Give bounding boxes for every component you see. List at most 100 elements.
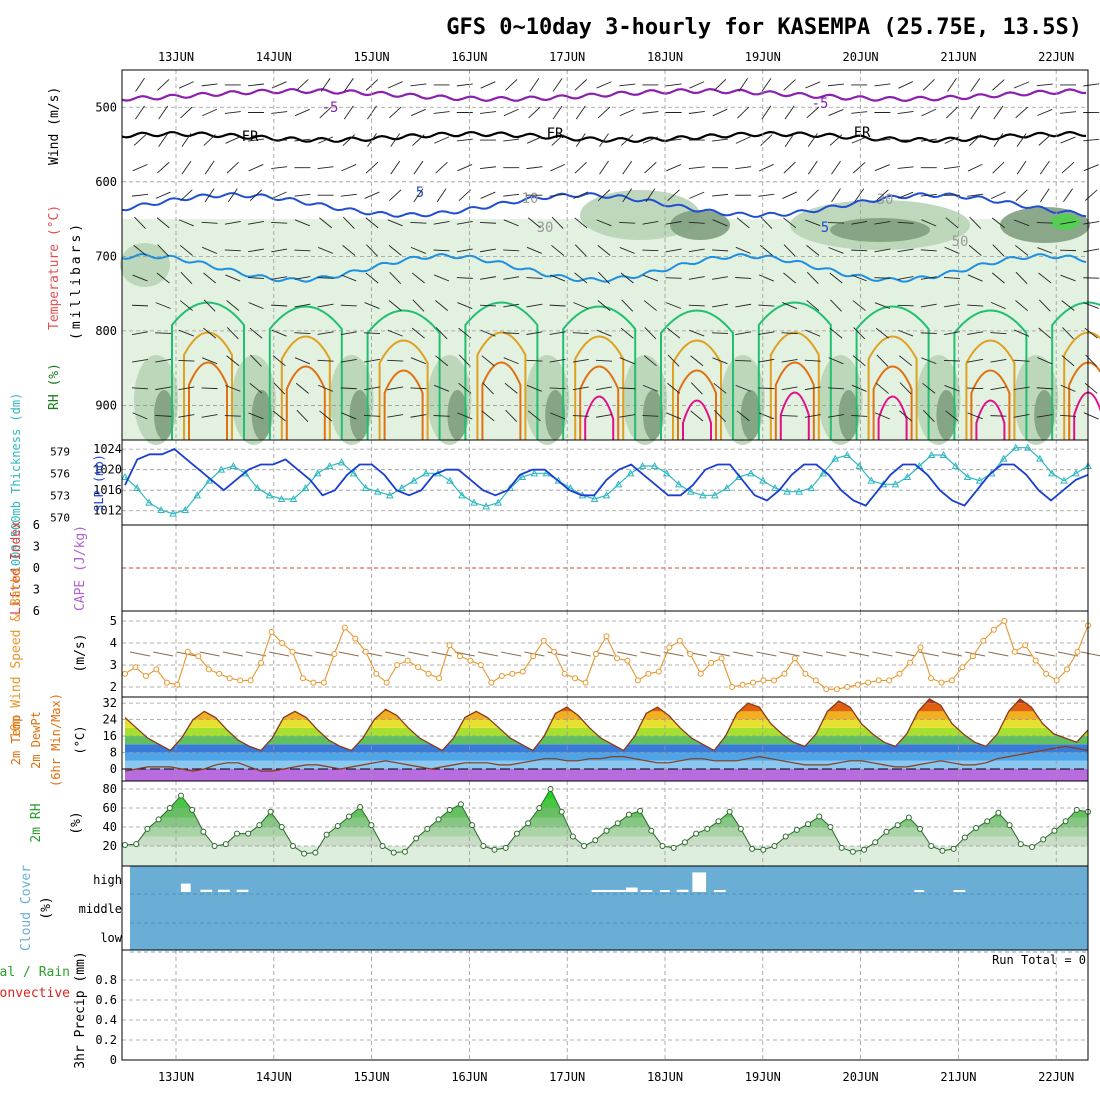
upper-wind-barb <box>968 164 982 171</box>
wind-ytick-label: 3 <box>110 658 117 672</box>
wind10-point <box>656 669 661 674</box>
upper-wind-barb <box>994 106 1003 119</box>
cloud-high-bar <box>692 872 706 892</box>
top-day-label: 21JUN <box>940 50 976 64</box>
rh2m-point <box>346 814 351 819</box>
rh-ytick-label: 80 <box>103 782 117 796</box>
surface-wind-barb <box>385 652 405 656</box>
upper-wind-barb <box>712 139 728 141</box>
upper-wind-barb <box>157 79 169 90</box>
upper-wind-barb <box>1014 82 1029 88</box>
upper-wind-barb <box>689 192 704 198</box>
rh2m-point <box>884 829 889 834</box>
upper-wind-barb <box>437 189 446 202</box>
cloud-background <box>130 866 1088 950</box>
rh-shade-blob <box>830 218 930 242</box>
upper-wind-barb <box>576 106 585 119</box>
upper-wind-barb <box>598 107 610 118</box>
wind10-point <box>489 680 494 685</box>
upper-wind-barb <box>550 164 565 171</box>
upper-wind-barb <box>133 165 148 171</box>
rh2m-point <box>425 826 430 831</box>
wind10-point <box>866 680 871 685</box>
upper-wind-barb <box>526 167 542 169</box>
rh-band <box>122 799 1088 809</box>
upper-wind-barb <box>874 84 890 86</box>
upper-wind-barb <box>1016 107 1028 118</box>
rh2m-point <box>638 808 643 813</box>
temp-ytick-label: 8 <box>110 746 117 760</box>
ua-ylabel-wind: Wind (m/s) <box>47 87 62 165</box>
upper-wind-barb <box>807 190 819 201</box>
upper-wind-barb <box>1061 137 1076 143</box>
upper-wind-barb <box>853 162 865 173</box>
wind10-point <box>164 680 169 685</box>
temp-band <box>122 687 1088 703</box>
upper-wind-barb <box>967 388 983 389</box>
rh2m-point <box>470 823 475 828</box>
upper-wind-barb <box>527 137 542 144</box>
rh2m-point <box>548 787 553 792</box>
upper-wind-barb <box>202 109 217 116</box>
temp-ylabel-1: 2m Temp <box>9 715 23 766</box>
wind10-point <box>321 680 326 685</box>
upper-wind-barb <box>923 79 934 90</box>
rh-ylabel: 2m RH <box>29 803 44 842</box>
upper-wind-barb <box>971 106 980 119</box>
wind10-point <box>133 665 138 670</box>
wind10-point <box>887 678 892 683</box>
rh2m-point <box>402 849 407 854</box>
upper-wind-barb <box>922 109 937 116</box>
rh2m-point <box>660 844 665 849</box>
bottom-day-label: 21JUN <box>940 1070 976 1084</box>
rh2m-point <box>974 825 979 830</box>
surface-wind-barb <box>339 652 359 656</box>
precip-ytick-label: 0.6 <box>95 993 117 1007</box>
thickness-ytick-label: 576 <box>50 467 70 480</box>
wind10-point <box>1012 649 1017 654</box>
cloud-unit-label: (%) <box>39 896 54 919</box>
upper-wind-barb <box>666 165 681 171</box>
wind10-point <box>541 638 546 643</box>
rh2m-point <box>156 817 161 822</box>
wind10-point <box>803 671 808 676</box>
wind10-point <box>583 680 588 685</box>
top-day-label: 17JUN <box>549 50 585 64</box>
cloud-high-bar <box>626 888 638 892</box>
slp-ylabel: SLP (mb) <box>92 454 106 512</box>
rh2m-point <box>145 826 150 831</box>
temp-ytick-label: 24 <box>103 713 117 727</box>
upper-wind-barb <box>644 162 656 173</box>
li-ytick-label: 3 <box>33 583 40 597</box>
surface-wind-barb <box>571 652 591 656</box>
cloud-high-bar <box>237 890 249 892</box>
li-ytick-label: 0 <box>33 561 40 575</box>
wind10-point <box>751 680 756 685</box>
upper-wind-barb <box>1063 189 1072 202</box>
rh2m-point <box>582 844 587 849</box>
rh2m-point <box>178 793 183 798</box>
surface-wind-barb <box>849 652 869 656</box>
contour-label: 30 <box>537 220 554 236</box>
upper-wind-barb <box>784 80 796 91</box>
rh2m-point <box>537 806 542 811</box>
wind10-point <box>845 685 850 690</box>
upper-wind-barb <box>808 161 817 174</box>
contour-label: 30 <box>877 192 894 208</box>
upper-wind-barb <box>735 167 751 169</box>
upper-wind-barb <box>828 223 844 224</box>
surface-wind-barb <box>640 652 660 656</box>
wind10-point <box>1054 678 1059 683</box>
rh-bands <box>122 780 1088 847</box>
rh2m-point <box>817 814 822 819</box>
rh2m-point <box>492 847 497 852</box>
rh2m-point <box>481 844 486 849</box>
rh2m-point <box>313 850 318 855</box>
wind10-point <box>384 680 389 685</box>
rh2m-point <box>447 807 452 812</box>
rh2m-point <box>895 823 900 828</box>
upper-wind-barb <box>391 161 400 174</box>
upper-wind-barb <box>434 137 449 143</box>
upper-wind-barb <box>225 137 240 144</box>
